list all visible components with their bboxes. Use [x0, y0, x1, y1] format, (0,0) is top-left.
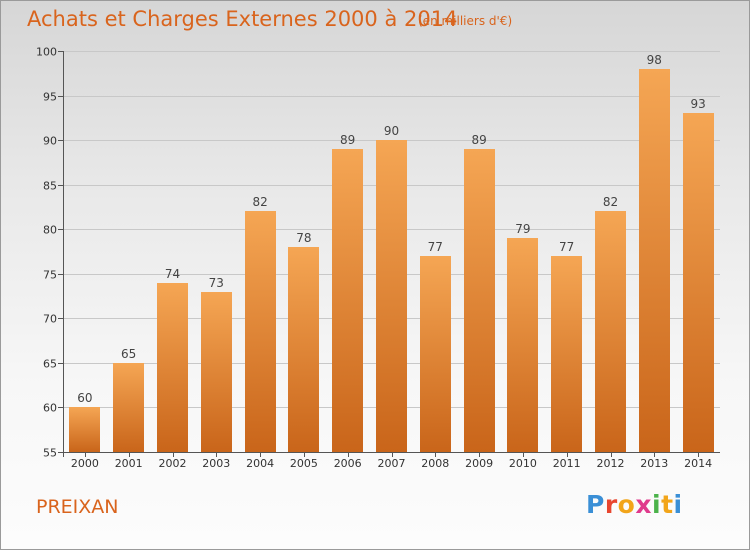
- y-tick-label: 60: [43, 402, 57, 415]
- bar-2012: [595, 211, 626, 452]
- x-tick-label: 2009: [465, 457, 493, 470]
- bar-2006: [332, 149, 363, 452]
- bar-2004: [245, 211, 276, 452]
- logo-letter: i: [673, 490, 683, 519]
- y-tick-label: 100: [36, 46, 57, 59]
- unit-note: (en milliers d'€): [418, 14, 513, 28]
- proxiti-logo[interactable]: Proxiti: [586, 490, 683, 519]
- y-tick-label: 80: [43, 224, 57, 237]
- value-label: 74: [165, 267, 180, 281]
- x-tick-label: 2010: [509, 457, 537, 470]
- logo-letter: x: [635, 490, 652, 519]
- chart-title: Achats et Charges Externes 2000 à 2014: [27, 7, 458, 31]
- value-label: 90: [384, 124, 399, 138]
- y-tick-label: 55: [43, 447, 57, 460]
- x-tick-label: 2008: [421, 457, 449, 470]
- x-tick-label: 2011: [553, 457, 581, 470]
- logo-letter: P: [586, 490, 605, 519]
- y-tick-label: 95: [43, 91, 57, 104]
- value-label: 78: [296, 231, 311, 245]
- y-tick-label: 70: [43, 313, 57, 326]
- bar-2010: [507, 238, 538, 452]
- y-tick-label: 65: [43, 358, 57, 371]
- y-tick-label: 85: [43, 180, 57, 193]
- x-tick-label: 2002: [159, 457, 187, 470]
- x-tick-label: 2012: [597, 457, 625, 470]
- logo-letter: r: [604, 490, 618, 519]
- value-label: 89: [340, 133, 355, 147]
- x-tick-label: 2005: [290, 457, 318, 470]
- value-label: 65: [121, 347, 136, 361]
- bar-2014: [683, 113, 714, 452]
- bar-2002: [157, 283, 188, 452]
- x-tick-label: 2006: [334, 457, 362, 470]
- value-label: 77: [559, 240, 574, 254]
- x-tick-label: 2013: [640, 457, 668, 470]
- place-name: PREIXAN: [36, 496, 119, 518]
- value-label: 73: [209, 276, 224, 290]
- y-tick-label: 75: [43, 269, 57, 282]
- bar-2008: [420, 256, 451, 452]
- logo-letter: t: [661, 490, 674, 519]
- value-label: 82: [603, 195, 618, 209]
- value-label: 93: [690, 97, 705, 111]
- value-label: 79: [515, 222, 530, 236]
- y-tick-label: 90: [43, 135, 57, 148]
- x-tick-label: 2001: [115, 457, 143, 470]
- value-label: 82: [252, 195, 267, 209]
- x-tick-label: 2004: [246, 457, 274, 470]
- logo-letter: i: [652, 490, 662, 519]
- x-tick-label: 2014: [684, 457, 712, 470]
- bar-2003: [201, 292, 232, 452]
- logo-letter: o: [617, 490, 636, 519]
- x-tick-label: 2003: [202, 457, 230, 470]
- bar-2001: [113, 363, 144, 452]
- bar-2009: [464, 149, 495, 452]
- bar-2011: [551, 256, 582, 452]
- bar-2005: [288, 247, 319, 452]
- bar-2013: [639, 69, 670, 452]
- value-label: 89: [471, 133, 486, 147]
- x-tick-label: 2000: [71, 457, 99, 470]
- bar-2007: [376, 140, 407, 452]
- bar-2000: [69, 407, 100, 452]
- value-label: 60: [77, 391, 92, 405]
- x-tick-label: 2007: [378, 457, 406, 470]
- value-label: 98: [647, 53, 662, 67]
- value-label: 77: [428, 240, 443, 254]
